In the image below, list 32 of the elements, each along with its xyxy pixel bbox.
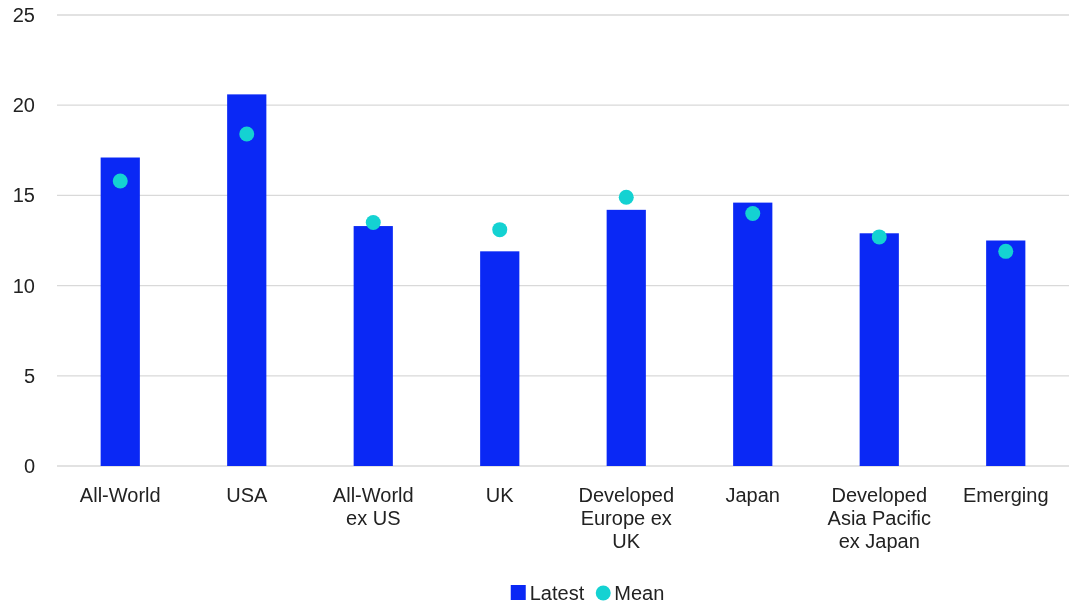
- bar: [733, 202, 773, 466]
- y-tick-label: 10: [12, 274, 35, 297]
- y-tick-label: 25: [12, 4, 35, 26]
- point: [745, 205, 761, 221]
- legend-label: Mean: [614, 582, 665, 604]
- bar: [859, 233, 899, 466]
- x-tick-label: All-World ex US: [332, 484, 414, 529]
- y-tick-label: 0: [23, 455, 35, 477]
- x-tick-label: Japan: [725, 484, 780, 506]
- legend-label: Latest: [529, 582, 585, 604]
- point: [239, 126, 255, 142]
- bar: [227, 94, 267, 466]
- point: [871, 229, 887, 245]
- bar: [606, 209, 646, 466]
- point: [365, 214, 381, 230]
- bar: [480, 251, 520, 466]
- point: [618, 189, 634, 205]
- x-tick-label: USA: [226, 484, 268, 506]
- x-tick-label: Developed Europe ex UK: [578, 484, 675, 552]
- point: [112, 173, 128, 189]
- point: [998, 243, 1014, 259]
- x-tick-label: All-World: [79, 484, 161, 506]
- y-tick-label: 15: [12, 184, 35, 207]
- bar: [986, 240, 1026, 466]
- x-tick-label: UK: [485, 484, 515, 506]
- bar: [353, 226, 393, 466]
- x-tick-label: Developed Asia Pacific ex Japan: [827, 484, 931, 552]
- x-tick-label: Emerging: [962, 484, 1049, 506]
- point: [492, 222, 508, 238]
- y-tick-label: 5: [23, 364, 35, 387]
- bar: [100, 157, 140, 466]
- y-tick-label: 20: [12, 94, 35, 117]
